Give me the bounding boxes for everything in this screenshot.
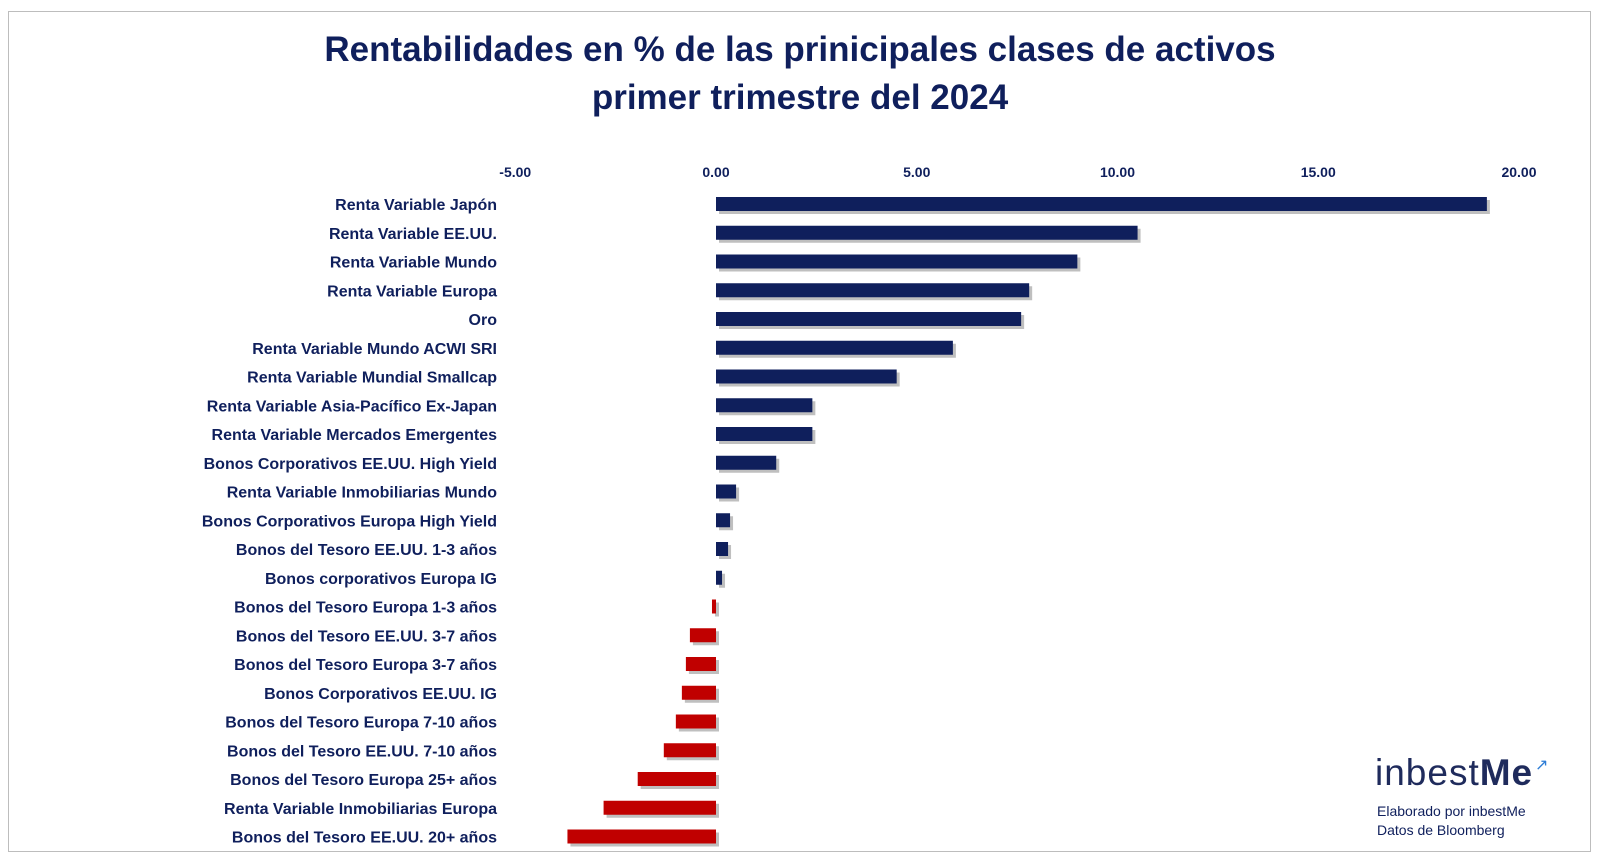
bar — [603, 800, 716, 815]
bar — [716, 369, 897, 384]
category-label: Bonos Corporativos EE.UU. IG — [264, 686, 497, 703]
category-label: Renta Variable Mundial Smallcap — [247, 370, 497, 387]
bar — [716, 455, 777, 470]
category-label: Oro — [469, 312, 498, 329]
bar — [675, 714, 716, 729]
category-label: Renta Variable Mercados Emergentes — [212, 427, 498, 444]
x-tick-label: 20.00 — [1501, 164, 1536, 180]
category-label: Renta Variable Asia-Pacífico Ex-Japan — [207, 398, 497, 415]
bar — [637, 772, 716, 786]
logo-arrow-icon: ↗ — [1535, 757, 1549, 774]
bar — [663, 743, 716, 758]
logo-text-accent: Me — [1479, 752, 1534, 793]
category-label: Renta Variable Japón — [335, 197, 497, 214]
category-label: Renta Variable Mundo — [330, 255, 497, 272]
category-label: Bonos Corporativos Europa High Yield — [202, 513, 497, 530]
bar — [685, 657, 716, 671]
category-label: Renta Variable Europa — [327, 283, 497, 300]
chart-title-line2: primer trimestre del 2024 — [591, 78, 1009, 117]
bar — [716, 254, 1078, 269]
credits: Elaborado por inbestMe Datos de Bloomber… — [1377, 802, 1526, 840]
category-label: Renta Variable EE.UU. — [329, 226, 497, 243]
x-tick-label: 0.00 — [702, 164, 729, 180]
bar — [716, 542, 729, 556]
category-label: Renta Variable Inmobiliarias Mundo — [227, 485, 498, 502]
category-label: Bonos del Tesoro EE.UU. 1-3 años — [236, 542, 497, 559]
bar — [716, 398, 813, 413]
brand-logo: inbestMe — [1375, 752, 1533, 794]
chart-title: Rentabilidades en % de las prinicipales … — [0, 26, 1600, 122]
category-label: Bonos del Tesoro Europa 25+ años — [230, 772, 497, 789]
bar — [681, 685, 716, 700]
category-label: Bonos del Tesoro Europa 7-10 años — [225, 715, 497, 732]
category-label: Bonos del Tesoro EE.UU. 20+ años — [232, 830, 497, 847]
category-label: Renta Variable Inmobiliarias Europa — [224, 801, 497, 818]
x-tick-label: 5.00 — [903, 164, 930, 180]
credits-author: Elaborado por inbestMe — [1377, 803, 1526, 819]
bar — [716, 340, 953, 355]
logo-text-main: inbest — [1375, 752, 1480, 793]
bar — [689, 628, 716, 643]
x-tick-label: 15.00 — [1301, 164, 1336, 180]
bar — [567, 829, 716, 844]
category-label: Bonos del Tesoro Europa 1-3 años — [234, 600, 497, 617]
x-tick-label: -5.00 — [499, 164, 531, 180]
credits-source: Datos de Bloomberg — [1377, 822, 1505, 838]
bar — [716, 197, 1487, 211]
bar — [716, 283, 1030, 298]
bar — [716, 570, 723, 585]
bar — [716, 312, 1022, 326]
bar — [711, 599, 716, 614]
category-label: Bonos Corporativos EE.UU. High Yield — [204, 456, 497, 473]
x-tick-label: 10.00 — [1100, 164, 1135, 180]
bar-shadow — [714, 602, 719, 617]
category-label: Bonos del Tesoro Europa 3-7 años — [234, 657, 497, 674]
bar — [716, 513, 731, 528]
bar — [716, 427, 813, 441]
category-label: Renta Variable Mundo ACWI SRI — [252, 341, 497, 358]
bar — [716, 484, 737, 499]
chart-title-line1: Rentabilidades en % de las prinicipales … — [324, 30, 1276, 69]
category-label: Bonos del Tesoro EE.UU. 3-7 años — [236, 628, 497, 645]
bar — [716, 225, 1138, 240]
category-label: Bonos corporativos Europa IG — [265, 571, 497, 588]
category-label: Bonos del Tesoro EE.UU. 7-10 años — [227, 743, 497, 760]
